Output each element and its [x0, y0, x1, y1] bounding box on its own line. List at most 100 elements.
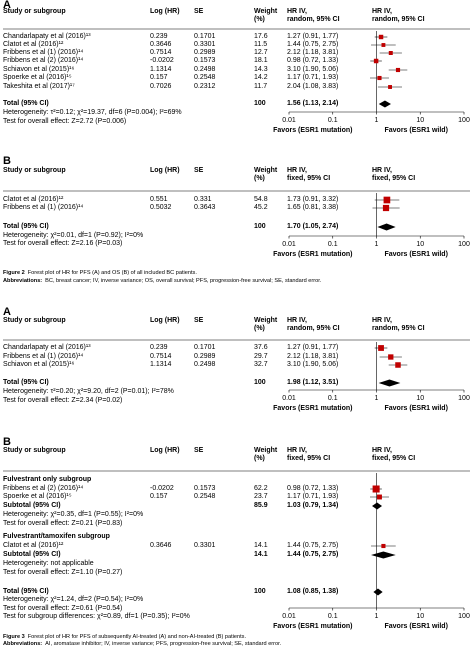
total-weight: 14.1 — [254, 551, 268, 558]
total-label: Subtotal (95% CI) — [3, 502, 61, 509]
tick-label: 100 — [458, 117, 470, 124]
study-marker — [382, 204, 390, 212]
tick-label: 0.1 — [327, 117, 338, 124]
study-name: Spoerke et al (2016)¹⁵ — [3, 74, 72, 81]
total-label: Total (95% CI) — [3, 588, 49, 595]
study-name: Fribbens et al (2) (2016)¹⁴ — [3, 485, 84, 492]
hr-ci: 1.73 (0.91, 3.32) — [287, 196, 339, 203]
caption-text: AI, aromatase inhibitor; IV, inverse var… — [45, 641, 282, 647]
se: 0.1701 — [194, 33, 216, 40]
favors-right: Favors (ESR1 wild) — [384, 405, 448, 412]
tick-label: 1 — [374, 613, 379, 620]
study-name: Schiavon et al (2015)¹⁶ — [3, 66, 75, 73]
weight: 54.8 — [254, 196, 268, 203]
tick-label: 0.01 — [282, 117, 296, 124]
study-marker — [388, 85, 392, 89]
statistics-note: Heterogeneity: τ²=0.20; χ²=9.20, df=2 (P… — [3, 388, 174, 395]
caption-label: Abbreviations: — [3, 278, 43, 284]
tick-label: 100 — [458, 241, 470, 248]
tick-label: 0.01 — [282, 395, 296, 402]
study-marker — [377, 494, 382, 500]
study-name: Clatot et al (2016)¹² — [3, 41, 64, 48]
tick-label: 10 — [416, 117, 425, 124]
statistics-note: Heterogeneity: τ²=0.12; χ²=19.37, df=6 (… — [3, 109, 182, 116]
statistics-note: Heterogeneity: χ²=1.24, df=2 (P=0.54); I… — [3, 596, 144, 603]
column-header: HR IV, random, 95% CI — [372, 8, 425, 23]
total-hr-ci: 1.56 (1.13, 2.14) — [287, 100, 339, 107]
column-header: Log (HR) — [150, 167, 180, 174]
hr-ci: 1.44 (0.75, 2.75) — [287, 41, 339, 48]
statistics-note: Test for overall effect: Z=2.34 (P=0.02) — [3, 397, 123, 404]
tick-label: 100 — [458, 395, 470, 402]
weight: 14.3 — [254, 66, 268, 73]
column-header: HR IV, random, 95% CI — [372, 317, 425, 332]
hr-ci: 1.27 (0.91, 1.77) — [287, 344, 339, 351]
study-marker — [372, 485, 380, 493]
panel-label: B — [3, 436, 11, 448]
study-name: Chandarlapaty et al (2016)¹³ — [3, 344, 91, 351]
hr-ci: 2.04 (1.08, 3.83) — [287, 83, 339, 90]
weight: 32.7 — [254, 361, 268, 368]
statistics-note: Heterogeneity: χ²=0.35, df=1 (P=0.55); I… — [3, 511, 144, 518]
column-header: HR IV, fixed, 95% CI — [372, 447, 416, 462]
favors-right: Favors (ESR1 wild) — [384, 623, 448, 630]
total-weight: 100 — [254, 100, 266, 107]
caption-line: Figure 3 Forest plot of HR for PFS of sub… — [3, 634, 246, 641]
statistics-note: Test for overall effect: Z=2.72 (P=0.006… — [3, 118, 127, 125]
statistics-note: Heterogeneity: not applicable — [3, 560, 94, 567]
column-header: Weight (%) — [254, 447, 278, 462]
study-marker — [378, 34, 384, 40]
total-weight: 100 — [254, 379, 266, 386]
weight: 11.7 — [254, 83, 268, 90]
hr-ci: 1.17 (0.71, 1.93) — [287, 74, 339, 81]
study-marker — [377, 75, 382, 81]
total-hr-ci: 1.08 (0.85, 1.38) — [287, 588, 339, 595]
tick-label: 0.1 — [327, 613, 338, 620]
tick-label: 0.1 — [327, 241, 338, 248]
total-hr-ci: 1.98 (1.12, 3.51) — [287, 379, 339, 386]
se: 0.2498 — [194, 66, 216, 73]
column-header: HR IV, fixed, 95% CI — [287, 447, 331, 462]
log-hr: 0.157 — [150, 74, 168, 81]
se: 0.3643 — [194, 204, 216, 211]
caption-text: Forest plot of HR for PFS (A) and OS (B)… — [27, 270, 197, 276]
column-header: Weight (%) — [254, 167, 278, 182]
weight: 62.2 — [254, 485, 268, 492]
tick-label: 10 — [416, 395, 425, 402]
study-name: Clatot et al (2016)¹² — [3, 196, 64, 203]
study-marker — [395, 67, 401, 73]
total-hr-ci: 1.44 (0.75, 2.75) — [287, 551, 339, 558]
tick-label: 0.01 — [282, 241, 296, 248]
favors-right: Favors (ESR1 wild) — [384, 127, 448, 134]
study-name: Chandarlapaty et al (2016)¹³ — [3, 33, 91, 40]
statistics-note: Test for overall effect: Z=0.61 (P=0.54) — [3, 605, 123, 612]
hr-ci: 1.27 (0.91, 1.77) — [287, 33, 339, 40]
log-hr: 0.3646 — [150, 41, 172, 48]
log-hr: 0.5032 — [150, 204, 172, 211]
se: 0.3301 — [194, 542, 216, 549]
column-header: SE — [194, 447, 204, 454]
log-hr: 1.1314 — [150, 361, 172, 368]
study-name: Clatot et al (2016)¹² — [3, 542, 64, 549]
subgroup-heading: Fulvestrant only subgroup — [3, 476, 92, 483]
study-name: Fribbens et al (1) (2016)¹⁴ — [3, 353, 84, 360]
se: 0.2548 — [194, 493, 216, 500]
total-diamond — [377, 223, 396, 231]
total-hr-ci: 1.03 (0.79, 1.34) — [287, 502, 339, 509]
statistics-note: Test for overall effect: Z=1.10 (P=0.27) — [3, 569, 123, 576]
favors-left: Favors (ESR1 mutation) — [273, 405, 353, 412]
hr-ci: 2.12 (1.18, 3.81) — [287, 49, 339, 56]
se: 0.2312 — [194, 83, 216, 90]
study-name: Spoerke et al (2016)¹⁵ — [3, 493, 72, 500]
caption-line: Abbreviations: AI, aromatase inhibitor; I… — [3, 641, 281, 648]
caption-text: Forest plot of HR for PFS of subsequentl… — [27, 634, 247, 640]
study-name: Fribbens et al (1) (2016)¹⁴ — [3, 204, 84, 211]
study-name: Fribbens et al (1) (2016)¹⁴ — [3, 49, 84, 56]
statistics-note: Heterogeneity: χ²=0.01, df=1 (P=0.92); I… — [3, 232, 144, 239]
favors-left: Favors (ESR1 mutation) — [273, 127, 353, 134]
caption-label: Figure 2 — [3, 270, 25, 276]
total-diamond — [373, 588, 383, 596]
study-marker — [395, 362, 401, 368]
log-hr: 0.239 — [150, 33, 168, 40]
log-hr: 0.239 — [150, 344, 168, 351]
